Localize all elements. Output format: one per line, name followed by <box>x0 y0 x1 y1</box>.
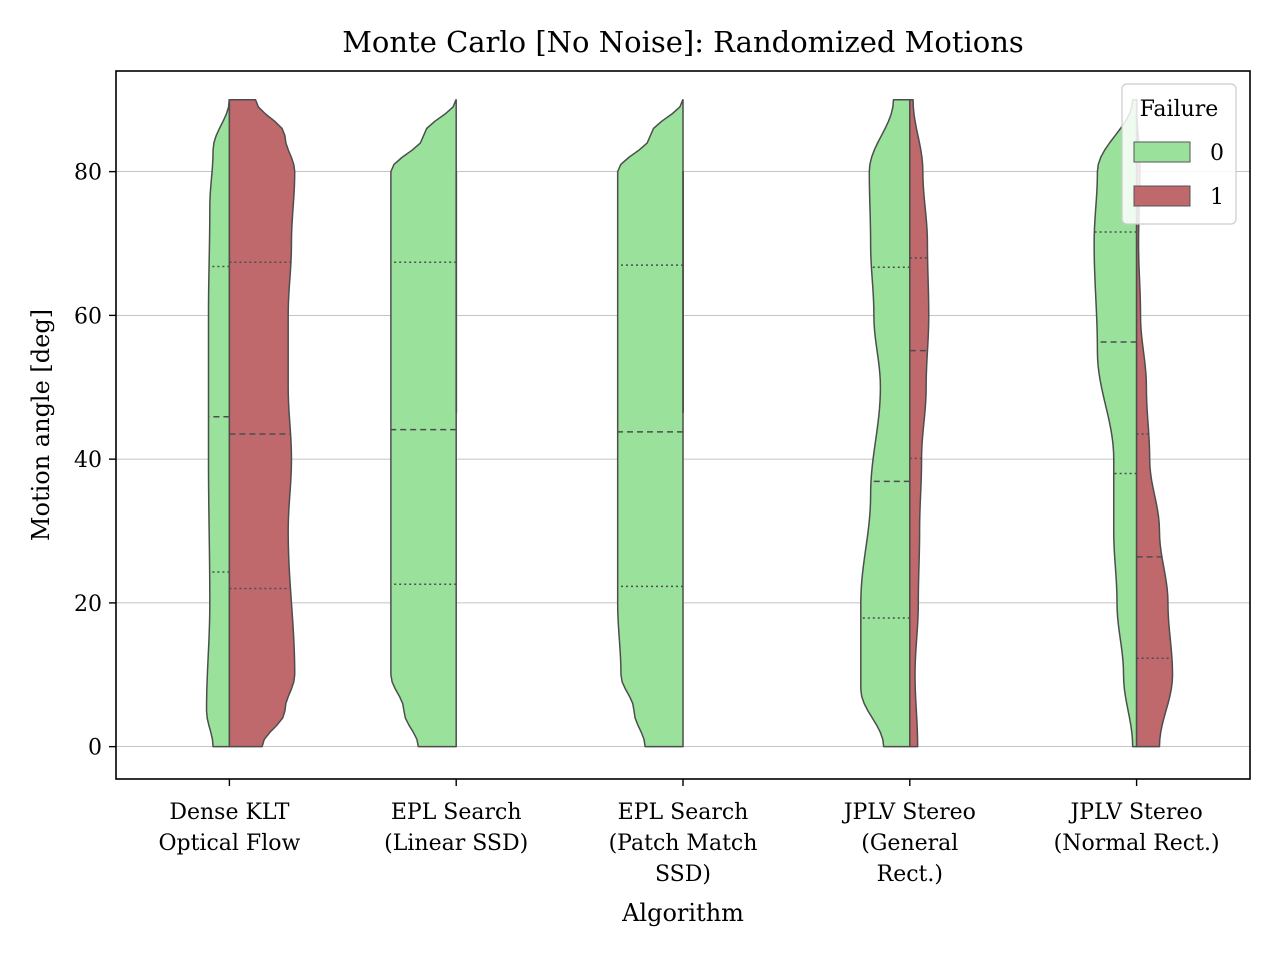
chart-title: Monte Carlo [No Noise]: Randomized Motio… <box>342 25 1024 59</box>
x-tick-label-line: EPL Search <box>391 800 522 825</box>
legend-label-1: 1 <box>1210 185 1224 210</box>
violin-left-0 <box>205 99 231 748</box>
violin-left-1 <box>390 99 457 748</box>
x-tick-label-line: (General <box>861 831 958 856</box>
x-tick-label-line: Rect.) <box>877 862 943 887</box>
violin-left-3 <box>860 99 911 748</box>
x-tick-label-line: SSD) <box>655 862 711 887</box>
x-axis: Dense KLT Optical Flow EPL Search (Linear S… <box>158 779 1220 887</box>
y-axis-label: Motion angle [deg] <box>27 309 55 541</box>
x-tick-label-line: EPL Search <box>618 800 749 825</box>
x-tick-label-0: Dense KLT Optical Flow <box>158 800 300 856</box>
x-tick-label-1: EPL Search (Linear SSD) <box>384 800 528 856</box>
legend: Failure 0 1 <box>1121 83 1237 225</box>
legend-title: Failure <box>1140 97 1219 122</box>
y-tick-label-0: 0 <box>88 736 102 761</box>
violins <box>205 99 1174 748</box>
violin-left-2 <box>616 99 684 748</box>
y-axis: 0 20 40 60 80 <box>74 161 116 761</box>
y-tick-label-40: 40 <box>74 448 102 473</box>
x-tick-label-4: JPLV Stereo (Normal Rect.) <box>1054 800 1220 856</box>
y-tick-label-60: 60 <box>74 304 102 329</box>
x-tick-label-line: Optical Flow <box>158 831 300 856</box>
x-tick-label-line: (Linear SSD) <box>384 831 528 856</box>
x-tick-label-line: Dense KLT <box>169 800 289 825</box>
violin-left-4 <box>1093 99 1138 748</box>
x-axis-label: Algorithm <box>621 899 744 927</box>
x-tick-label-line: JPLV Stereo <box>842 800 976 825</box>
x-tick-label-line: JPLV Stereo <box>1068 800 1202 825</box>
legend-swatch-0 <box>1133 141 1191 163</box>
x-tick-label-3: JPLV Stereo (General Rect.) <box>842 800 976 887</box>
legend-swatch-1 <box>1133 185 1191 207</box>
legend-label-0: 0 <box>1210 141 1224 166</box>
x-tick-label-2: EPL Search (Patch Match SSD) <box>609 800 758 887</box>
y-tick-label-20: 20 <box>74 592 102 617</box>
violin-right-3 <box>909 99 930 748</box>
x-tick-label-line: (Normal Rect.) <box>1054 831 1220 856</box>
violin-right-0 <box>228 99 296 748</box>
x-tick-label-line: (Patch Match <box>609 831 758 856</box>
y-tick-label-80: 80 <box>74 161 102 186</box>
